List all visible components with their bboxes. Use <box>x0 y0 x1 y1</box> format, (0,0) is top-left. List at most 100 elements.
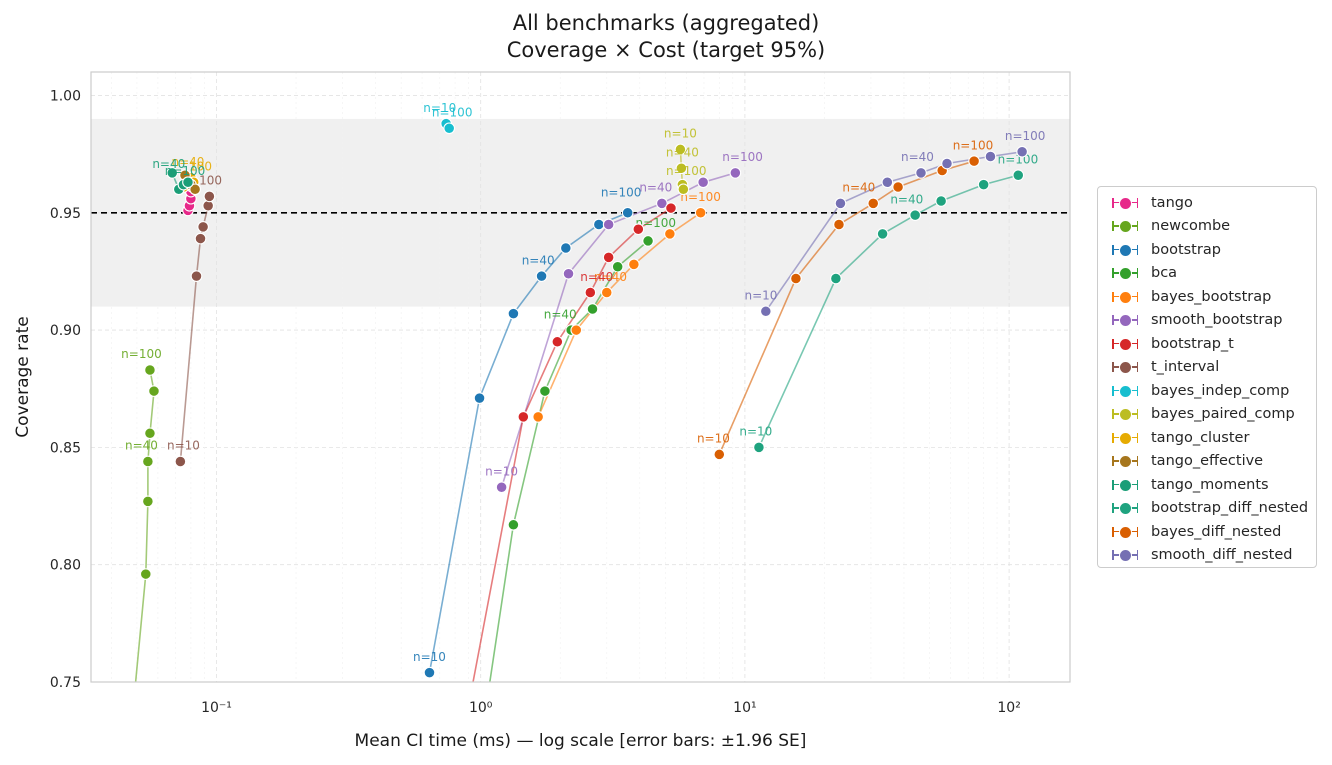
point-label-bayes-indep-comp: n=100 <box>432 106 473 120</box>
legend-label-bootstrap-diff-nested: bootstrap_diff_nested <box>1151 500 1309 517</box>
data-point-bootstrap <box>507 307 520 320</box>
point-label-tango-cluster: n=40 <box>172 155 205 169</box>
data-point-bayes-indep-comp <box>443 122 456 135</box>
data-point-bootstrap-diff-nested <box>753 441 765 454</box>
legend-label-tango-moments: tango_moments <box>1151 476 1269 493</box>
data-point-smooth-diff-nested <box>1016 145 1028 158</box>
legend-item-bayes-indep-comp: bayes_indep_comp <box>1098 379 1316 403</box>
data-point-smooth-diff-nested <box>759 305 772 318</box>
legend-marker-tango-moments <box>1110 475 1140 495</box>
data-point-bootstrap-diff-nested <box>876 228 889 240</box>
point-label-bootstrap-diff-nested: n=40 <box>890 192 923 206</box>
legend-item-tango: tango <box>1098 191 1316 215</box>
point-label-bootstrap: n=10 <box>413 650 446 664</box>
legend-label-bayes-indep-comp: bayes_indep_comp <box>1151 382 1290 399</box>
legend-marker-smooth-diff-nested <box>1110 545 1140 565</box>
legend-item-tango-effective: tango_effective <box>1098 450 1316 474</box>
data-point-bayes-bootstrap <box>694 206 707 219</box>
point-label-tango-cluster: 100 <box>189 160 212 174</box>
legend-item-bayes-diff-nested: bayes_diff_nested <box>1098 520 1316 544</box>
data-point-bootstrap <box>559 242 572 254</box>
point-label-bayes-bootstrap: n=100 <box>680 190 721 204</box>
point-label-bootstrap-t: n=40 <box>580 270 613 284</box>
x-tick-label: 10² <box>997 700 1020 716</box>
point-label-bayes-paired-comp: n=40 <box>666 145 699 159</box>
data-point-smooth-bootstrap <box>562 267 575 280</box>
x-tick-label: 10¹ <box>733 700 756 716</box>
data-point-bayes-paired-comp <box>677 183 690 196</box>
legend-label-tango-effective: tango_effective <box>1151 453 1264 470</box>
legend-item-bootstrap: bootstrap <box>1098 238 1316 262</box>
point-label-bayes-paired-comp: n=100 <box>666 164 707 178</box>
data-point-smooth-bootstrap <box>656 197 668 210</box>
legend-marker-smooth-bootstrap <box>1110 310 1140 330</box>
point-label-smooth-diff-nested: n=10 <box>744 289 777 303</box>
point-label-bayes-diff-nested: n=100 <box>953 138 994 152</box>
data-point-t-interval <box>174 455 187 468</box>
data-point-tango-moments <box>182 176 194 189</box>
data-point-bootstrap-t <box>584 286 597 299</box>
legend-label-smooth-diff-nested: smooth_diff_nested <box>1151 547 1293 564</box>
data-point-newcombe <box>144 427 156 440</box>
x-tick-label: 10⁰ <box>469 700 493 716</box>
data-point-smooth-diff-nested <box>915 167 927 179</box>
y-tick-label: 0.80 <box>50 558 81 574</box>
legend-marker-tango <box>1110 193 1140 213</box>
legend-label-bayes-bootstrap: bayes_bootstrap <box>1151 288 1272 305</box>
legend-marker-bootstrap-diff-nested <box>1110 498 1140 518</box>
legend-label-smooth-bootstrap: smooth_bootstrap <box>1151 312 1283 329</box>
data-point-bca <box>642 235 654 247</box>
data-point-bootstrap-t <box>517 411 530 423</box>
point-label-smooth-diff-nested: n=100 <box>1005 129 1046 143</box>
data-point-newcombe <box>139 568 152 580</box>
data-point-smooth-bootstrap <box>495 481 508 494</box>
data-point-bca <box>507 518 520 531</box>
x-tick-label: 10⁻¹ <box>201 700 232 716</box>
data-point-bayes-paired-comp <box>675 162 688 175</box>
legend-item-smooth-bootstrap: smooth_bootstrap <box>1098 309 1316 333</box>
plot-frame <box>90 71 1071 683</box>
data-point-t-interval <box>194 232 207 245</box>
data-point-bootstrap-t <box>632 223 645 236</box>
legend-item-newcombe: newcombe <box>1098 215 1316 239</box>
point-label-bca: n=40 <box>544 307 577 321</box>
legend-item-bayes-paired-comp: bayes_paired_comp <box>1098 403 1316 427</box>
data-point-bootstrap-t <box>665 202 677 214</box>
data-point-bayes-bootstrap <box>532 411 545 423</box>
data-point-smooth-diff-nested <box>881 176 894 189</box>
y-tick-label: 0.90 <box>50 323 81 339</box>
point-label-bootstrap-diff-nested: n=10 <box>739 425 772 439</box>
data-point-smooth-bootstrap <box>729 167 742 179</box>
data-point-bootstrap-t <box>602 251 615 264</box>
data-point-t-interval <box>197 220 209 233</box>
legend-marker-bayes-indep-comp <box>1110 381 1140 401</box>
data-point-bayes-diff-nested <box>790 272 802 285</box>
legend-label-bca: bca <box>1151 265 1178 282</box>
data-point-bootstrap-diff-nested <box>1012 169 1025 182</box>
data-point-bca <box>539 385 551 397</box>
data-point-smooth-bootstrap <box>697 176 710 189</box>
data-point-newcombe <box>144 364 156 376</box>
legend-marker-bayes-paired-comp <box>1110 404 1140 424</box>
series-group: n=40n=100n=10n=40n=100n=40n=100n=40n=100… <box>121 101 1046 682</box>
legend-item-bootstrap-t: bootstrap_t <box>1098 332 1316 356</box>
data-point-t-interval <box>203 190 216 203</box>
data-point-smooth-bootstrap <box>602 218 615 231</box>
data-point-smooth-diff-nested <box>984 150 997 163</box>
legend-item-t-interval: t_interval <box>1098 356 1316 380</box>
point-label-bayes-bootstrap: n=40 <box>594 270 627 284</box>
data-point-tango-effective <box>189 183 201 196</box>
point-label-smooth-bootstrap: n=40 <box>639 181 672 195</box>
point-label-bca: n=100 <box>636 216 677 230</box>
legend-marker-tango-effective <box>1110 451 1140 471</box>
data-point-bayes-diff-nested <box>713 448 726 461</box>
legend-label-bayes-paired-comp: bayes_paired_comp <box>1151 406 1295 423</box>
y-tick-label: 1.00 <box>50 88 81 104</box>
data-point-t-interval <box>190 270 203 282</box>
point-label-tango-moments: n=100 <box>165 164 206 178</box>
data-point-bootstrap <box>621 206 634 219</box>
data-point-bayes-diff-nested <box>867 197 880 210</box>
legend-label-bayes-diff-nested: bayes_diff_nested <box>1151 523 1282 540</box>
data-point-newcombe <box>142 495 154 508</box>
